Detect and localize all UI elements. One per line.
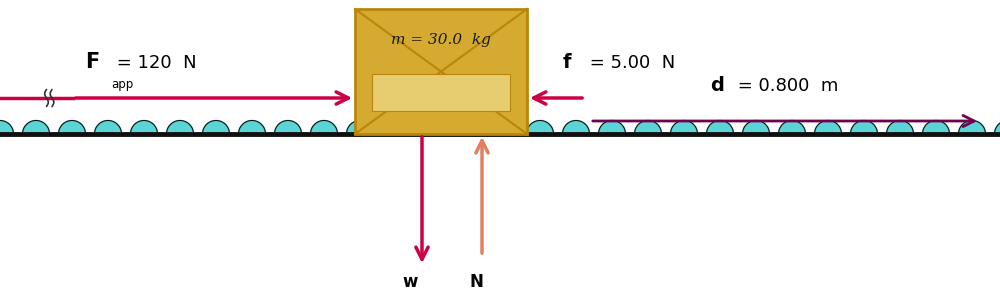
Polygon shape bbox=[526, 120, 554, 134]
Text: = 0.800  m: = 0.800 m bbox=[732, 77, 838, 95]
Polygon shape bbox=[671, 120, 698, 134]
Polygon shape bbox=[454, 120, 481, 134]
Polygon shape bbox=[58, 120, 86, 134]
Polygon shape bbox=[274, 120, 301, 134]
Polygon shape bbox=[779, 120, 806, 134]
Polygon shape bbox=[887, 120, 914, 134]
FancyBboxPatch shape bbox=[372, 74, 510, 112]
Polygon shape bbox=[418, 120, 445, 134]
Polygon shape bbox=[635, 120, 662, 134]
Polygon shape bbox=[166, 120, 193, 134]
Polygon shape bbox=[923, 120, 950, 134]
Text: $\mathbf{w}$: $\mathbf{w}$ bbox=[402, 273, 418, 291]
Polygon shape bbox=[22, 120, 50, 134]
Polygon shape bbox=[599, 120, 626, 134]
Text: $\mathbf{d}$: $\mathbf{d}$ bbox=[710, 76, 724, 95]
Polygon shape bbox=[490, 120, 518, 134]
Polygon shape bbox=[994, 120, 1000, 134]
Polygon shape bbox=[743, 120, 770, 134]
Polygon shape bbox=[959, 120, 986, 134]
Text: app: app bbox=[111, 78, 133, 91]
Polygon shape bbox=[707, 120, 734, 134]
Text: $\mathbf{N}$: $\mathbf{N}$ bbox=[469, 273, 483, 291]
Polygon shape bbox=[310, 120, 337, 134]
Polygon shape bbox=[0, 120, 14, 134]
Polygon shape bbox=[130, 120, 158, 134]
Polygon shape bbox=[563, 120, 590, 134]
Text: = 120  N: = 120 N bbox=[111, 54, 197, 72]
Text: $\mathbf{f}$: $\mathbf{f}$ bbox=[562, 53, 573, 72]
Polygon shape bbox=[346, 120, 373, 134]
Text: m = 30.0  kg: m = 30.0 kg bbox=[391, 33, 491, 47]
Text: $\mathbf{F}$: $\mathbf{F}$ bbox=[85, 52, 99, 72]
Polygon shape bbox=[815, 120, 842, 134]
Polygon shape bbox=[851, 120, 878, 134]
Polygon shape bbox=[202, 120, 230, 134]
Polygon shape bbox=[94, 120, 122, 134]
Polygon shape bbox=[382, 120, 409, 134]
Polygon shape bbox=[238, 120, 265, 134]
FancyBboxPatch shape bbox=[355, 9, 527, 134]
Text: = 5.00  N: = 5.00 N bbox=[584, 54, 675, 72]
